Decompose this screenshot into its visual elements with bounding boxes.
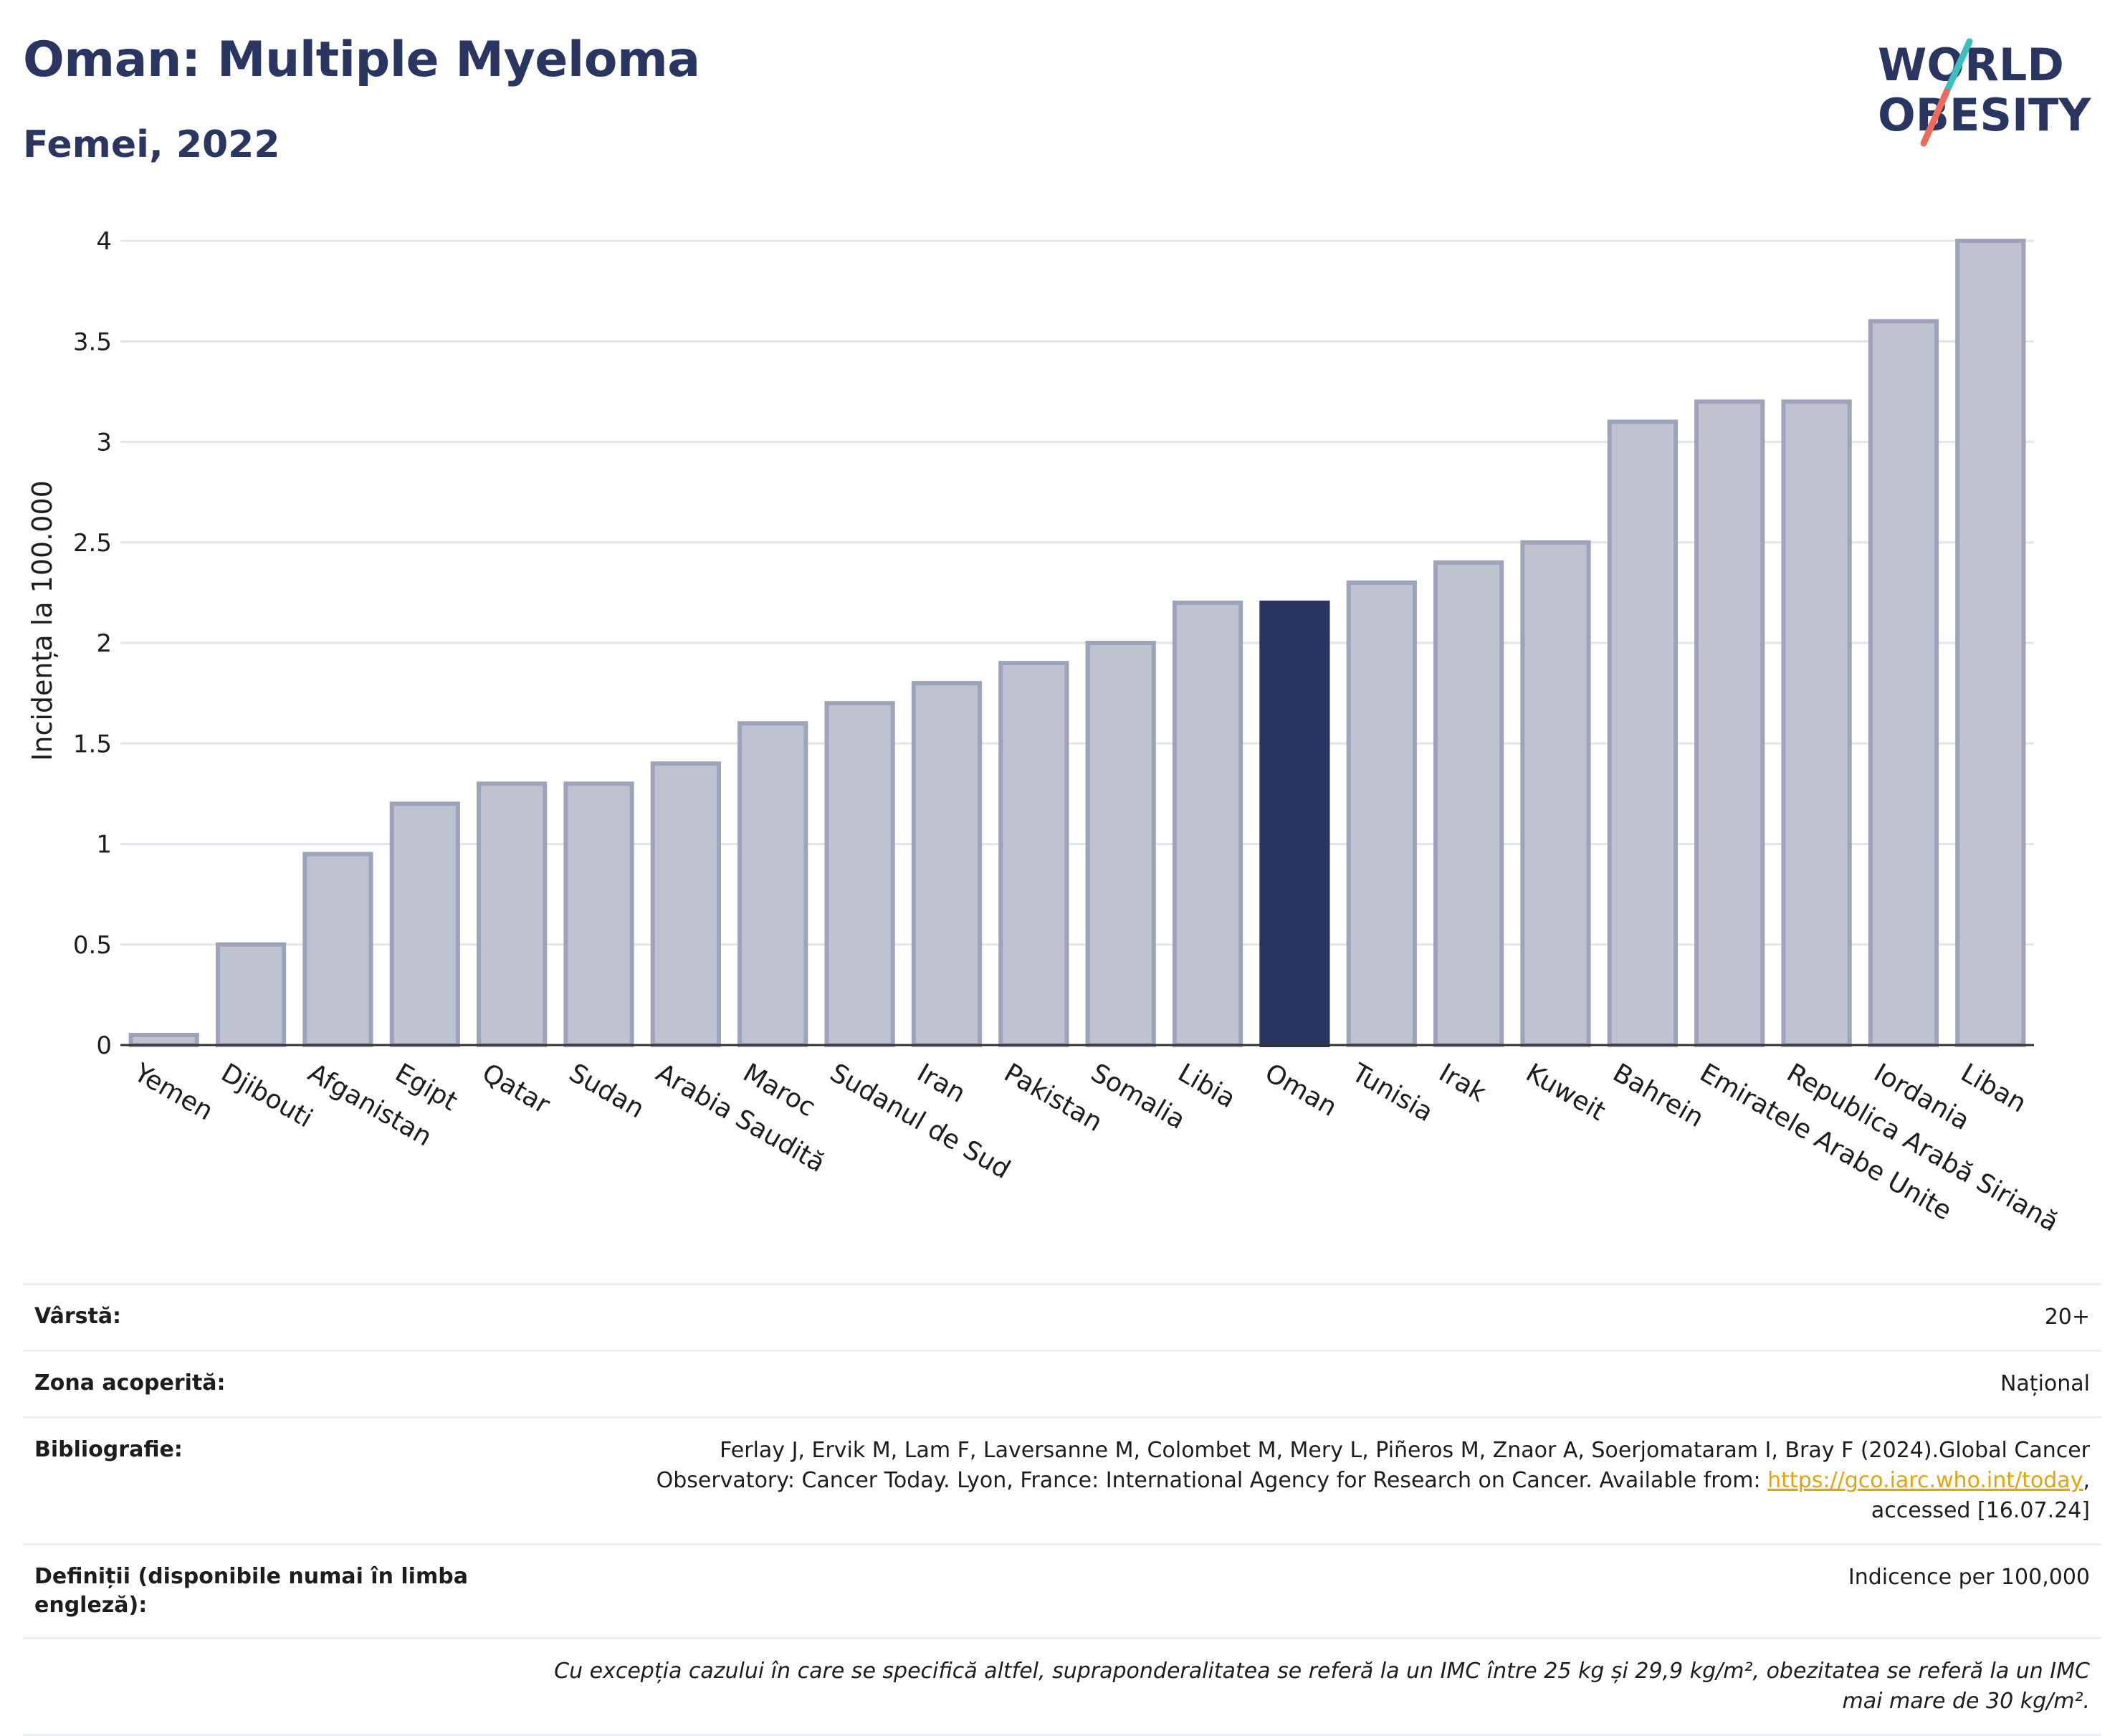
bibliography-line-3: accessed [16.07.24] xyxy=(1871,1498,2090,1523)
y-tick-labels: 0 0.5 1 1.5 2 2.5 3 3.5 4 xyxy=(73,227,112,1060)
x-tick-label: Bahrein xyxy=(1608,1058,1708,1133)
bar-oman xyxy=(1259,600,1330,1047)
definitions-value: Indicence per 100,000 xyxy=(1848,1565,2090,1590)
bar-pakistan xyxy=(998,661,1069,1047)
y-tick-label: 1.5 xyxy=(73,730,112,758)
x-tick-label: Oman xyxy=(1260,1058,1342,1122)
bar-yemen xyxy=(128,1032,199,1047)
y-tick-label: 2.5 xyxy=(73,529,112,558)
y-tick-label: 3.5 xyxy=(73,328,112,356)
bar-somalia xyxy=(1085,641,1156,1047)
bibliography-line-2: Observatory: Cancer Today. Lyon, France:… xyxy=(656,1466,2090,1496)
y-tick-label: 2 xyxy=(96,629,112,658)
bibliography-value: Ferlay J, Ervik M, Lam F, Laversanne M, … xyxy=(656,1436,2090,1526)
age-value: 20+ xyxy=(2044,1305,2090,1330)
x-tick-label: Qatar xyxy=(477,1058,555,1120)
bar-kuweit xyxy=(1520,540,1591,1047)
bar-sudanul-de-sud xyxy=(824,701,895,1048)
bar-maroc xyxy=(737,721,808,1047)
info-table: Vârstă: 20+ Zona acoperită: Național Bib… xyxy=(23,1283,2101,1736)
bars xyxy=(128,239,2026,1048)
bar-libia xyxy=(1172,600,1243,1047)
bibliography-line-1: Ferlay J, Ervik M, Lam F, Laversanne M, … xyxy=(720,1438,2090,1463)
bibliography-line-2-end: , xyxy=(2083,1468,2090,1493)
area-value: Național xyxy=(2000,1371,2090,1396)
info-row-note: Cu excepția cazului în care se specifică… xyxy=(23,1637,2101,1736)
bar-chart: 0 0.5 1 1.5 2 2.5 3 3.5 4 YemenDjiboutiAfganista… xyxy=(27,227,2063,1238)
bar-sudan xyxy=(563,781,634,1047)
x-tick-label: Djibouti xyxy=(216,1058,317,1133)
x-tick-label: Irak xyxy=(1434,1058,1491,1108)
info-row-area: Zona acoperită: Național xyxy=(23,1350,2101,1416)
page-title: Oman: Multiple Myeloma xyxy=(23,32,700,88)
age-label: Vârstă: xyxy=(34,1304,122,1329)
bar-iran xyxy=(911,681,983,1047)
y-tick-label: 1 xyxy=(96,831,112,859)
x-tick-label: Sudan xyxy=(564,1058,649,1124)
bar-liban xyxy=(1955,239,2026,1047)
info-row-bibliography: Bibliografie: Ferlay J, Ervik M, Lam F, … xyxy=(23,1416,2101,1543)
info-row-age: Vârstă: 20+ xyxy=(23,1283,2101,1350)
x-tick-label: Iran xyxy=(912,1058,970,1109)
footnote: Cu excepția cazului în care se specifică… xyxy=(554,1659,2090,1714)
logo-line-2: OBESITY xyxy=(1878,89,2091,141)
bar-tunisia xyxy=(1346,580,1417,1047)
bar-irak xyxy=(1433,560,1504,1047)
x-tick-label: Pakistan xyxy=(999,1058,1107,1138)
definitions-label: Definiții (disponibile numai în limba en… xyxy=(34,1564,468,1618)
bar-republica-arabă-siriană xyxy=(1781,399,1852,1047)
bibliography-link[interactable]: https://gco.iarc.who.int/today xyxy=(1767,1468,2083,1493)
world-obesity-logo: WORLD OBESITY xyxy=(1878,38,2091,147)
bar-egipt xyxy=(389,801,460,1048)
page-subtitle: Femei, 2022 xyxy=(23,123,280,166)
logo-line-1: WORLD xyxy=(1878,39,2064,91)
y-axis-label: Incidența la 100.000 xyxy=(27,480,58,761)
bar-afganistan xyxy=(302,852,373,1048)
x-tick-label: Yemen xyxy=(128,1058,218,1127)
bar-iordania xyxy=(1868,319,1939,1047)
area-label: Zona acoperită: xyxy=(34,1370,226,1396)
bar-djibouti xyxy=(215,942,287,1047)
x-tick-label: Somalia xyxy=(1086,1058,1190,1135)
bibliography-line-2-text: Observatory: Cancer Today. Lyon, France:… xyxy=(656,1468,1768,1493)
bar-emiratele-arabe-unite xyxy=(1694,399,1765,1047)
bar-bahrein xyxy=(1607,419,1678,1047)
y-tick-label: 4 xyxy=(96,227,112,256)
y-tick-label: 0.5 xyxy=(73,931,112,960)
bar-arabia-saudită xyxy=(650,761,721,1048)
y-tick-label: 0 xyxy=(96,1031,112,1060)
info-row-definitions: Definiții (disponibile numai în limba en… xyxy=(23,1543,2101,1637)
y-tick-label: 3 xyxy=(96,429,112,457)
x-tick-label: Tunisia xyxy=(1346,1058,1438,1127)
bar-qatar xyxy=(477,781,548,1047)
x-tick-label: Kuweit xyxy=(1521,1058,1610,1127)
bibliography-label: Bibliografie: xyxy=(34,1437,183,1462)
